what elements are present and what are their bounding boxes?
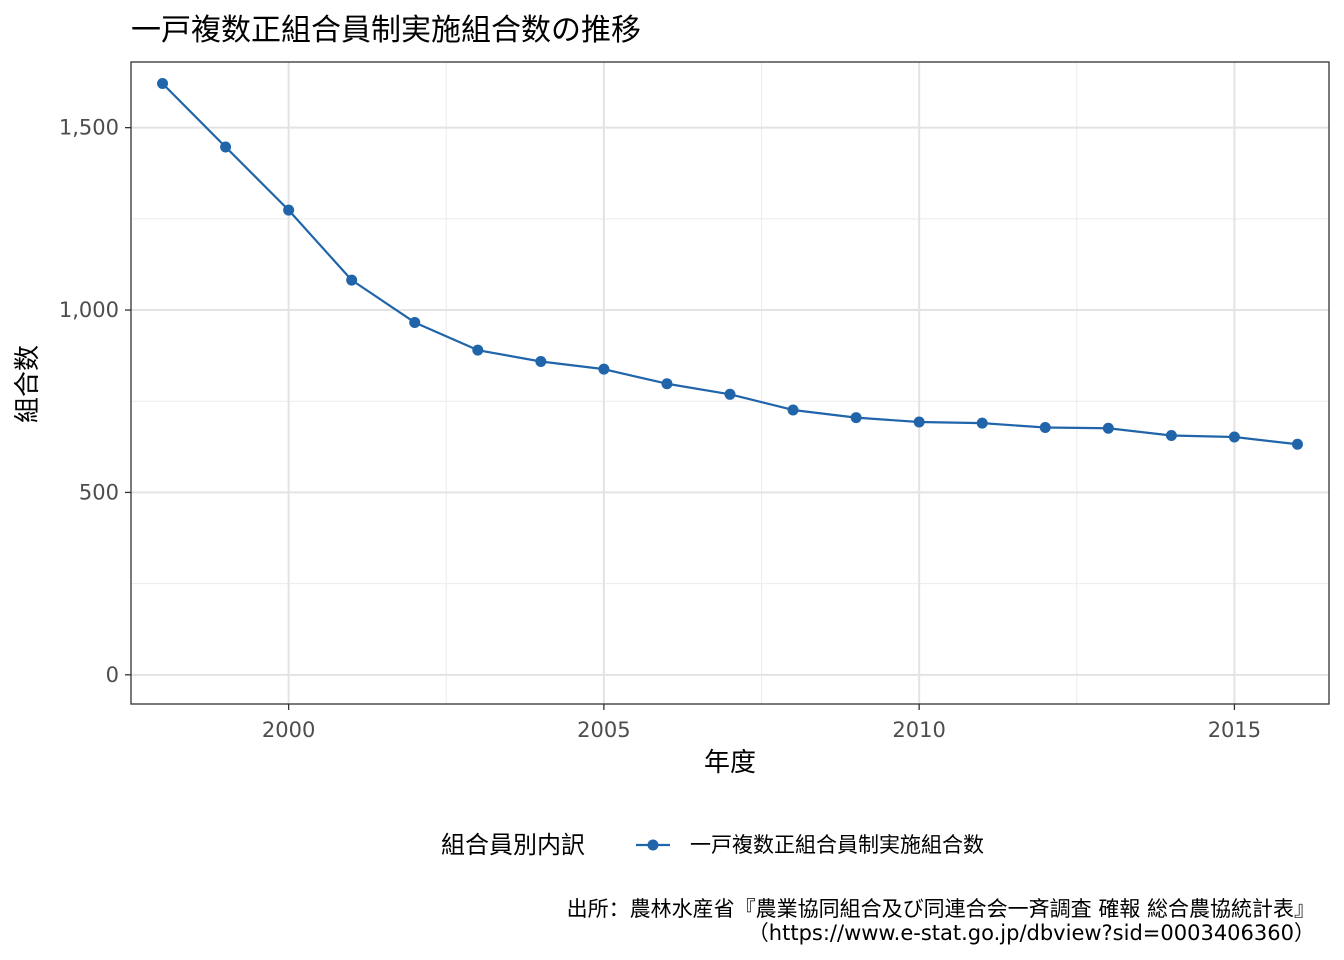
data-point	[787, 404, 799, 416]
data-point	[1291, 438, 1303, 450]
caption-url: （https://www.e-stat.go.jp/dbview?sid=000…	[748, 921, 1315, 945]
data-point	[1039, 422, 1051, 434]
data-point	[1165, 430, 1177, 442]
x-axis-title: 年度	[704, 748, 756, 778]
plot-panel	[131, 62, 1329, 704]
chart-title: 一戸複数正組合員制実施組合数の推移	[131, 13, 641, 48]
data-point	[913, 416, 925, 428]
x-tick-label: 2010	[892, 718, 945, 742]
x-axis-ticks: 2000 2005 2010 2015	[262, 704, 1261, 742]
y-axis-ticks: 0 500 1,000 1,500	[59, 116, 131, 687]
data-point	[1228, 431, 1240, 443]
series-layer	[157, 78, 1303, 450]
data-point	[409, 316, 421, 328]
y-axis-title: 組合数	[13, 345, 43, 423]
legend-label: 一戸複数正組合員制実施組合数	[690, 833, 984, 857]
data-point	[220, 141, 232, 153]
data-point	[535, 355, 547, 367]
data-point	[283, 204, 295, 216]
y-tick-label: 500	[79, 480, 119, 504]
y-tick-label: 0	[106, 663, 119, 687]
x-tick-label: 2015	[1208, 718, 1261, 742]
data-point	[472, 344, 484, 356]
data-point	[346, 274, 358, 286]
y-tick-label: 1,000	[59, 298, 119, 322]
gridlines	[131, 62, 1329, 704]
data-point	[598, 363, 610, 375]
legend-title: 組合員別内訳	[441, 831, 585, 859]
x-tick-label: 2000	[262, 718, 315, 742]
legend-key-point	[647, 839, 659, 851]
data-point	[1102, 422, 1114, 434]
data-point	[661, 378, 673, 390]
y-tick-label: 1,500	[59, 116, 119, 140]
data-point	[157, 78, 169, 90]
legend: 組合員別内訳 一戸複数正組合員制実施組合数	[441, 831, 984, 859]
data-point	[724, 388, 736, 400]
x-tick-label: 2005	[577, 718, 630, 742]
data-point	[850, 412, 862, 424]
plot-border	[130, 61, 1330, 705]
data-point	[976, 417, 988, 429]
caption-source: 出所：農林水産省『農業協同組合及び同連合会一斉調査 確報 総合農協統計表』	[567, 897, 1315, 921]
